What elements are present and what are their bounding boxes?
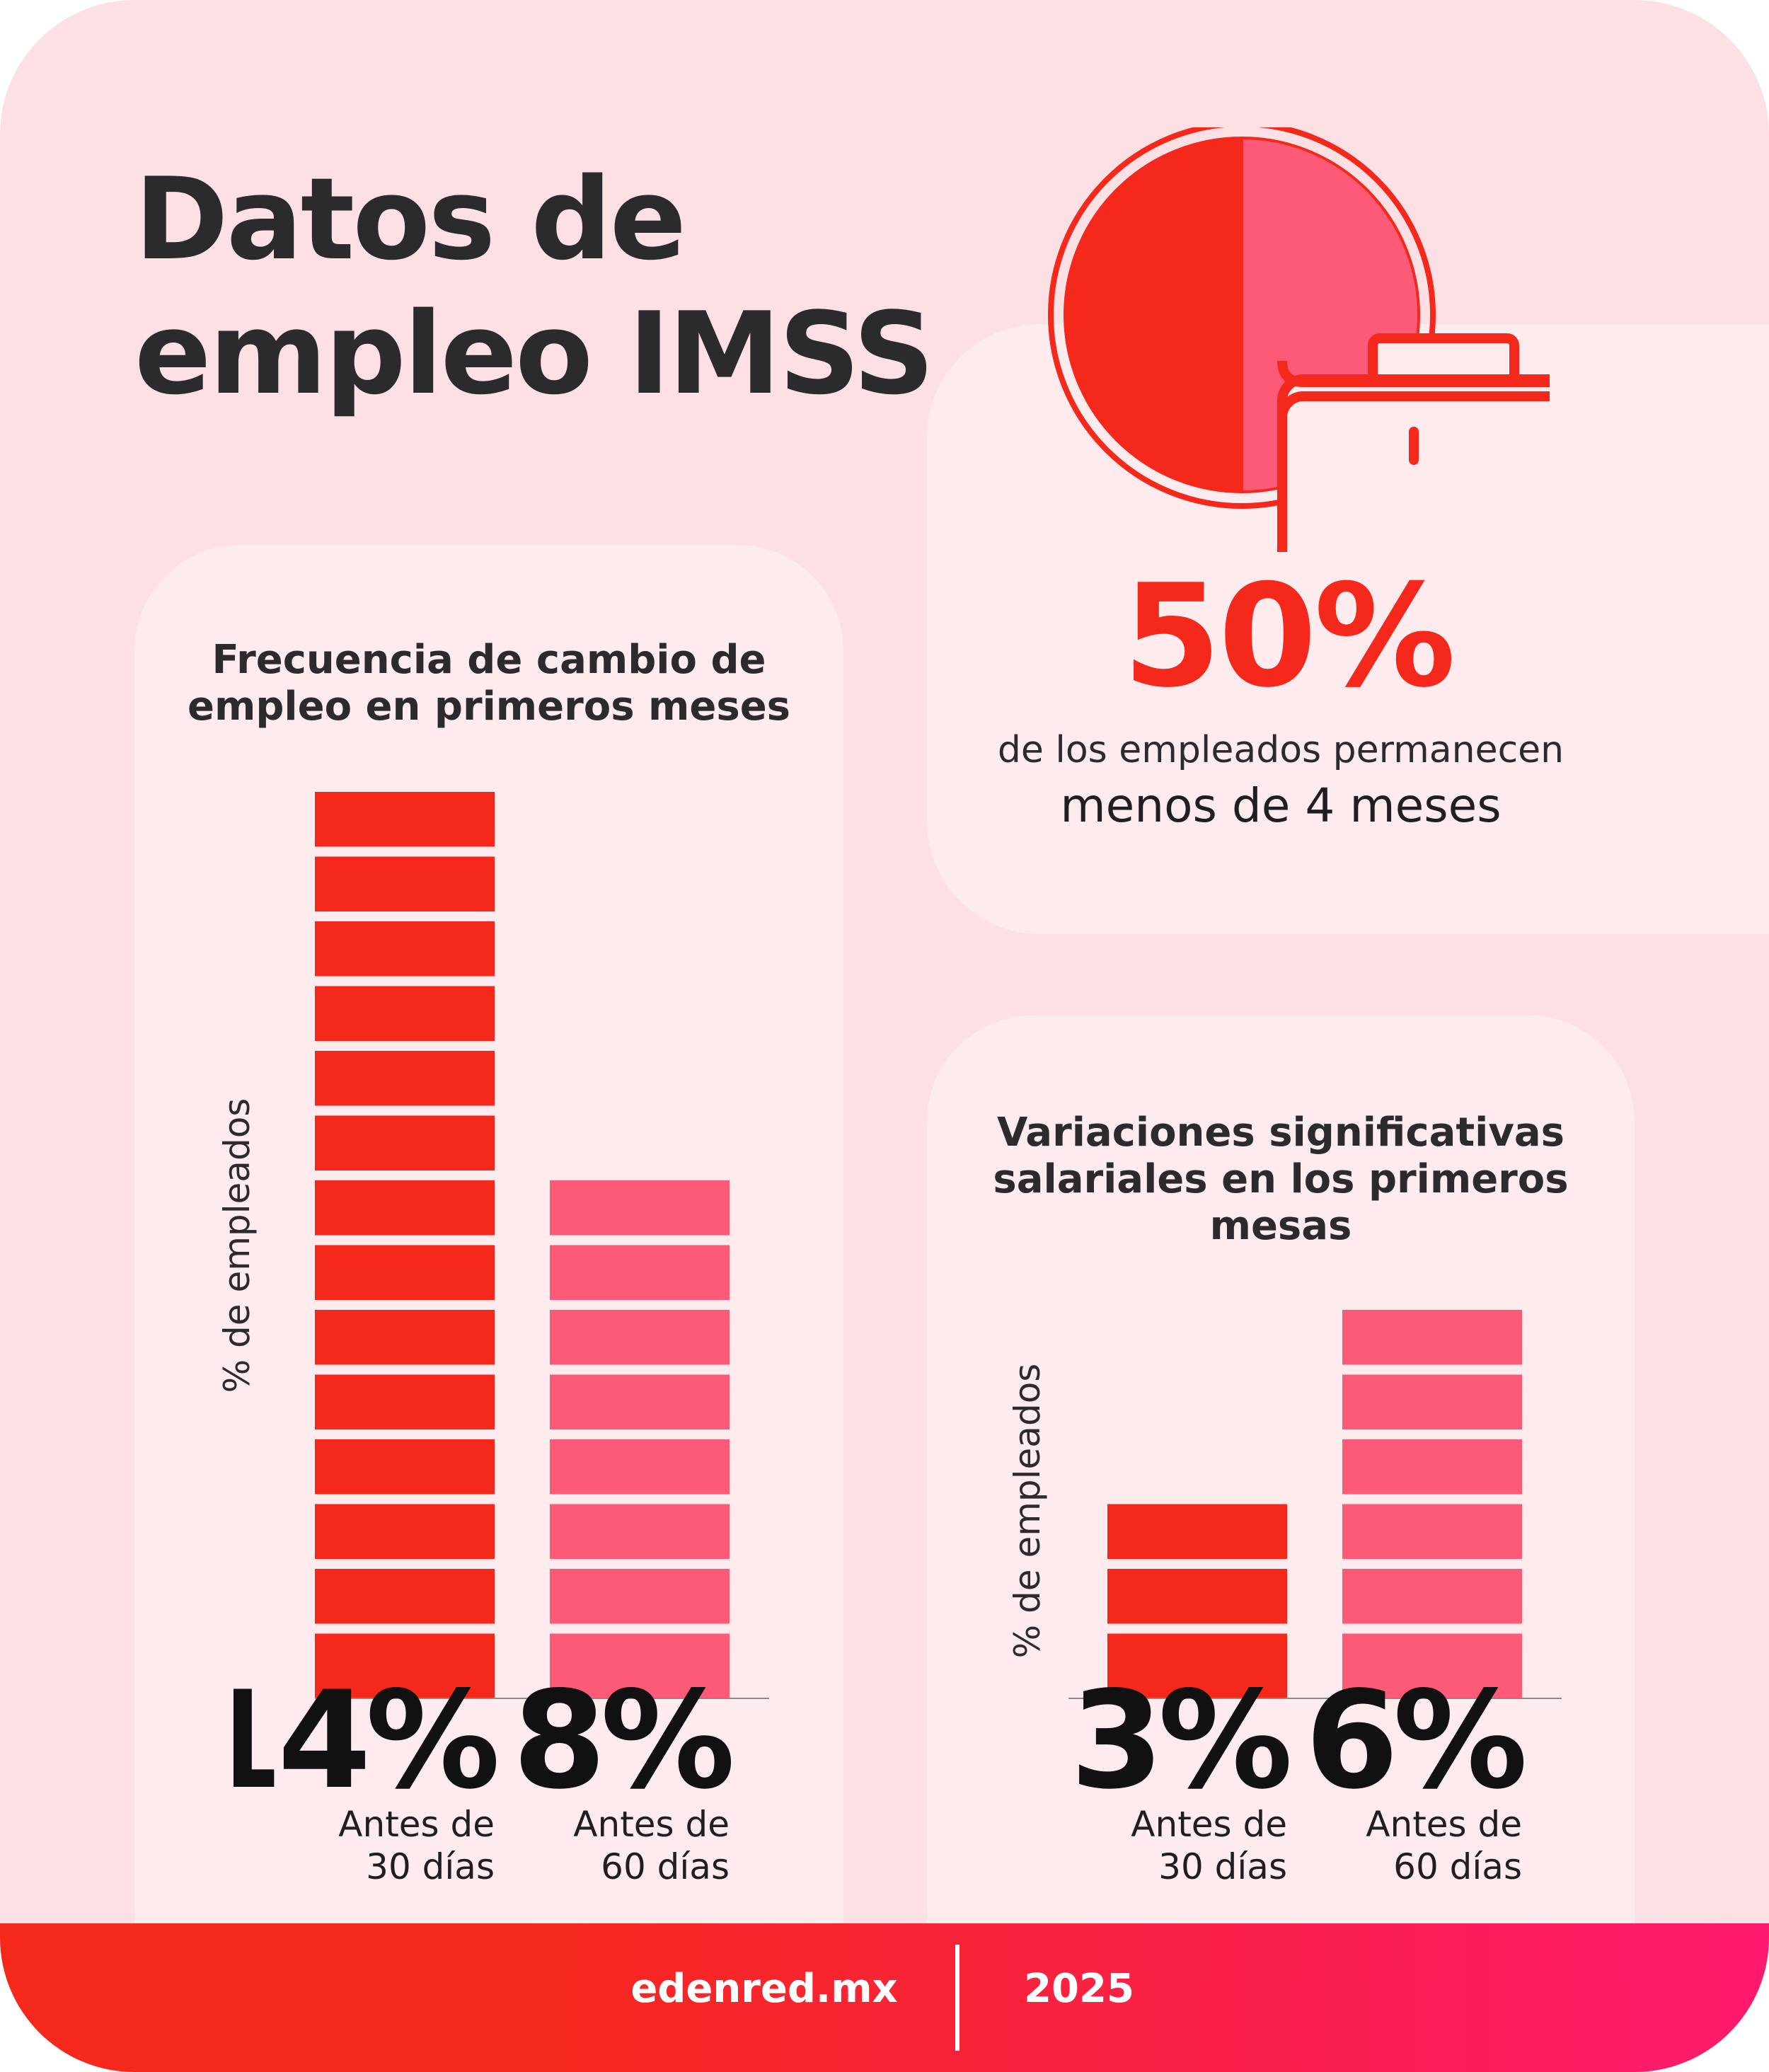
bar-segment <box>315 1180 495 1236</box>
chart-2-title-line-2: salariales en los primeros <box>993 1156 1569 1202</box>
bar-segment <box>1342 1374 1522 1429</box>
chart-2-title-line-1: Variaciones significativas <box>997 1110 1565 1156</box>
footer: edenred.mx 2025 <box>0 1923 1769 2072</box>
chart-2-ylabel: % de empleados <box>1007 1363 1048 1659</box>
footer-site-link[interactable]: edenred.mx <box>630 1966 898 2012</box>
bar-segment <box>550 1374 730 1429</box>
chart-2-title: Variaciones significativas salariales en… <box>927 1110 1635 1250</box>
bar-segment <box>315 986 495 1041</box>
category-label: Antes de <box>1366 1804 1522 1845</box>
bar-segment <box>1107 1569 1287 1624</box>
category-label: Antes de <box>1131 1804 1287 1845</box>
highlight-line-1: de los empleados permanecen <box>997 729 1565 771</box>
category-label: Antes de <box>338 1804 495 1845</box>
bar-segment <box>315 1051 495 1106</box>
bar-segment <box>1342 1310 1522 1365</box>
bar-segment <box>1107 1633 1287 1698</box>
category-label: 30 días <box>1158 1846 1287 1887</box>
chart-1-title-line-1: Frecuencia de cambio de <box>212 637 766 683</box>
bar-segment <box>315 1245 495 1300</box>
value-label: 8% <box>512 1662 731 1819</box>
bar-segment <box>550 1633 730 1698</box>
bar-segment <box>1107 1504 1287 1559</box>
highlight-value: 50% <box>1122 554 1456 719</box>
bar-segment <box>315 856 495 911</box>
bar-segment <box>550 1439 730 1495</box>
highlight-line-2: menos de 4 meses <box>1060 778 1502 833</box>
chart-1-title-line-2: empleo en primeros meses <box>187 684 791 730</box>
bar-2 <box>1342 1310 1522 1698</box>
bar-segment <box>1342 1569 1522 1624</box>
category-label: 60 días <box>1393 1846 1522 1887</box>
bar-segment <box>315 1569 495 1624</box>
footer-divider <box>955 1945 960 2051</box>
value-label: 3% <box>1070 1662 1289 1819</box>
bar-segment <box>550 1180 730 1236</box>
bar-segment <box>315 1439 495 1495</box>
pie-slice <box>1064 136 1243 494</box>
bar-segment <box>315 921 495 977</box>
bar-segment <box>550 1569 730 1624</box>
category-label: 30 días <box>366 1846 495 1887</box>
pie-chart <box>1048 127 1550 552</box>
bar-segment <box>550 1504 730 1559</box>
bar-segment <box>315 792 495 847</box>
footer-year: 2025 <box>1024 1966 1134 2012</box>
value-label: 14% <box>234 1662 497 1819</box>
bar-segment <box>1342 1633 1522 1698</box>
value-label: 6% <box>1305 1662 1523 1819</box>
category-label: 60 días <box>601 1846 730 1887</box>
pie-outer-ring <box>1048 127 1436 509</box>
title-line-1: Datos de <box>134 153 686 285</box>
bar-1 <box>1107 1504 1287 1698</box>
chart-2-title-line-3: mesas <box>1209 1203 1352 1249</box>
bar-segment <box>315 1374 495 1429</box>
bar-segment <box>315 1633 495 1698</box>
bar-2 <box>550 1180 730 1698</box>
bar-segment <box>315 1504 495 1559</box>
chart-1-title: Frecuencia de cambio de empleo en primer… <box>134 637 843 730</box>
briefcase-icon <box>1277 333 1550 552</box>
bar-1 <box>315 792 495 1698</box>
title-line-2: empleo IMSS <box>134 287 935 420</box>
bar-segment <box>550 1245 730 1300</box>
bar-segment <box>315 1310 495 1365</box>
category-label: Antes de <box>573 1804 730 1845</box>
bar-segment <box>315 1115 495 1170</box>
bar-segment <box>1342 1439 1522 1495</box>
bar-segment <box>550 1310 730 1365</box>
bar-segment <box>1342 1504 1522 1559</box>
page-title: Datos de empleo IMSS <box>134 152 935 421</box>
